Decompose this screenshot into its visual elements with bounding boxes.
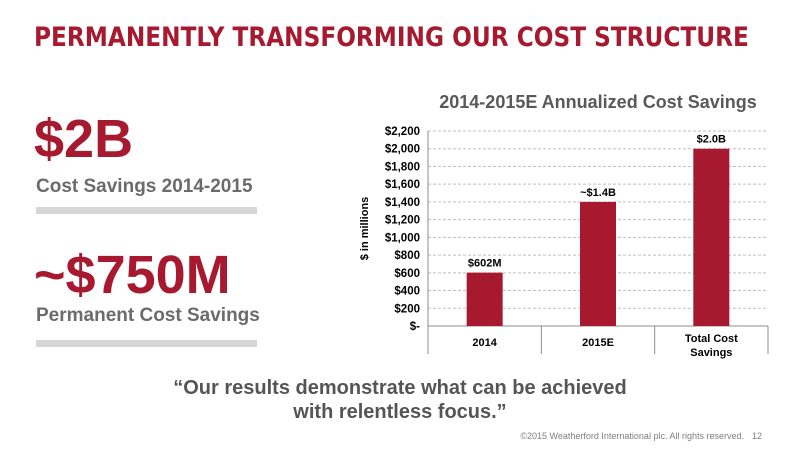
data-label: $602M (468, 258, 502, 270)
chart-title: 2014-2015E Annualized Cost Savings (439, 92, 756, 112)
page-number: 12 (751, 431, 762, 441)
divider-2 (36, 340, 257, 347)
data-label: $2.0B (697, 134, 726, 146)
x-tick-label: Total Cost (685, 333, 738, 345)
bar (693, 148, 730, 326)
slide-title: PERMANENTLY TRANSFORMING OUR COST STRUCT… (34, 22, 749, 53)
y-tick-label: $800 (394, 250, 420, 262)
x-tick-label: 2014 (472, 337, 497, 349)
quote-line-2: with relentless focus.” (293, 401, 507, 423)
y-tick-label: $1,600 (385, 179, 420, 191)
x-tick-label: Savings (690, 347, 732, 359)
divider-1 (36, 207, 257, 214)
stat-cost-savings-label: Cost Savings 2014-2015 (36, 176, 253, 197)
footer: ©2015 Weatherford International plc. All… (520, 431, 762, 441)
data-label: ~$1.4B (580, 187, 616, 199)
y-tick-label: $1,800 (385, 161, 420, 173)
y-tick-label: $1,400 (385, 197, 420, 209)
copyright-text: ©2015 Weatherford International plc. All… (520, 431, 744, 441)
bar (580, 201, 616, 326)
y-tick-label: $200 (394, 303, 420, 315)
y-tick-label: $2,000 (385, 144, 420, 156)
x-tick-label: 2015E (582, 337, 614, 349)
y-tick-label: $1,200 (385, 215, 420, 227)
y-tick-label: $2,200 (385, 126, 420, 138)
stat-cost-savings-value: $2B (34, 109, 134, 169)
y-tick-label: $600 (394, 268, 420, 280)
quote: “Our results demonstrate what can be ach… (120, 376, 680, 424)
y-tick-label: $- (410, 321, 420, 333)
y-axis-title: $ in millions (359, 197, 371, 261)
quote-line-1: “Our results demonstrate what can be ach… (173, 377, 627, 399)
y-tick-label: $1,000 (385, 232, 420, 244)
y-tick-label: $400 (394, 286, 420, 298)
bar (466, 272, 503, 326)
stat-permanent-savings-label: Permanent Cost Savings (36, 305, 260, 326)
stat-permanent-savings-value: ~$750M (34, 245, 231, 305)
